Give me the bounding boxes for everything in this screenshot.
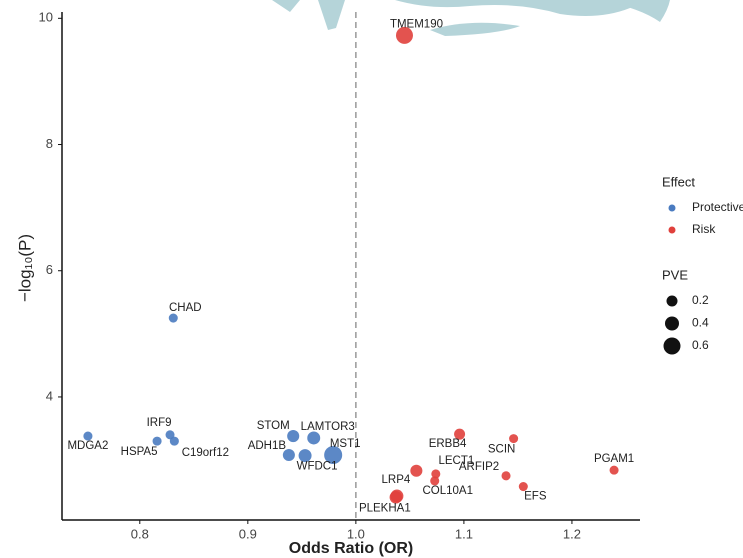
point-label: COL10A1 [422, 485, 473, 497]
point [153, 437, 162, 446]
point-label: LAMTOR3 [301, 421, 355, 433]
x-axis-title: Odds Ratio (OR) [289, 540, 413, 557]
y-tick-label: 8 [46, 136, 53, 151]
legend-marker [669, 227, 676, 234]
point-label: IRF9 [147, 417, 172, 429]
point-label: ARFIP2 [459, 461, 499, 473]
size-legend-label: 0.2 [692, 293, 709, 307]
point-label: PGAM1 [594, 453, 634, 465]
point [169, 314, 178, 323]
y-tick-label: 4 [46, 388, 53, 403]
x-tick-label: 0.9 [239, 526, 257, 541]
point-label: STOM [257, 420, 290, 432]
size-legend-label: 0.4 [692, 316, 709, 330]
point-label: HSPA5 [121, 446, 158, 458]
point [509, 434, 518, 443]
legend-title: Effect [662, 174, 695, 189]
legend-label: Risk [692, 222, 716, 236]
point [502, 471, 511, 480]
point-label: LRP4 [382, 474, 411, 486]
point-label: SCIN [488, 444, 515, 456]
size-legend-marker [667, 296, 678, 307]
size-legend-marker [665, 317, 679, 331]
point-label: WFDC1 [297, 461, 338, 473]
y-axis-title: −log₁₀(P) [15, 234, 34, 302]
point-label: PLEKHA1 [359, 502, 411, 514]
point [410, 465, 422, 477]
size-legend-label: 0.6 [692, 338, 709, 352]
point [307, 431, 320, 444]
point [610, 466, 619, 475]
plot-area: 0.8 0.9 1.0 1.1 1.2 4 6 8 10 CHAD MDGA2 IRF9 HSPA5 C1… [39, 10, 640, 542]
point-label: MDGA2 [67, 440, 108, 452]
legend-label: Protective [692, 200, 743, 214]
legend-marker [669, 205, 676, 212]
point-label: TMEM190 [390, 18, 443, 30]
watermark [272, 0, 670, 36]
x-tick-label: 1.2 [563, 526, 581, 541]
point [170, 437, 179, 446]
point-label: ADH1B [248, 440, 287, 452]
y-tick-label: 10 [39, 10, 53, 25]
y-tick-label: 6 [46, 262, 53, 277]
size-legend-title: PVE [662, 267, 688, 282]
chart: 0.8 0.9 1.0 1.1 1.2 4 6 8 10 CHAD MDGA2 IRF9 HSPA5 C1… [0, 0, 743, 558]
point-label: CHAD [169, 302, 202, 314]
x-tick-label: 1.1 [455, 526, 473, 541]
point-label: ERBB4 [429, 438, 467, 450]
point-label: MST1 [330, 438, 361, 450]
point-label: C19orf12 [182, 447, 229, 459]
size-legend-marker [664, 338, 681, 355]
point-label: EFS [524, 491, 547, 503]
x-tick-label: 1.0 [347, 526, 365, 541]
x-tick-label: 0.8 [131, 526, 149, 541]
